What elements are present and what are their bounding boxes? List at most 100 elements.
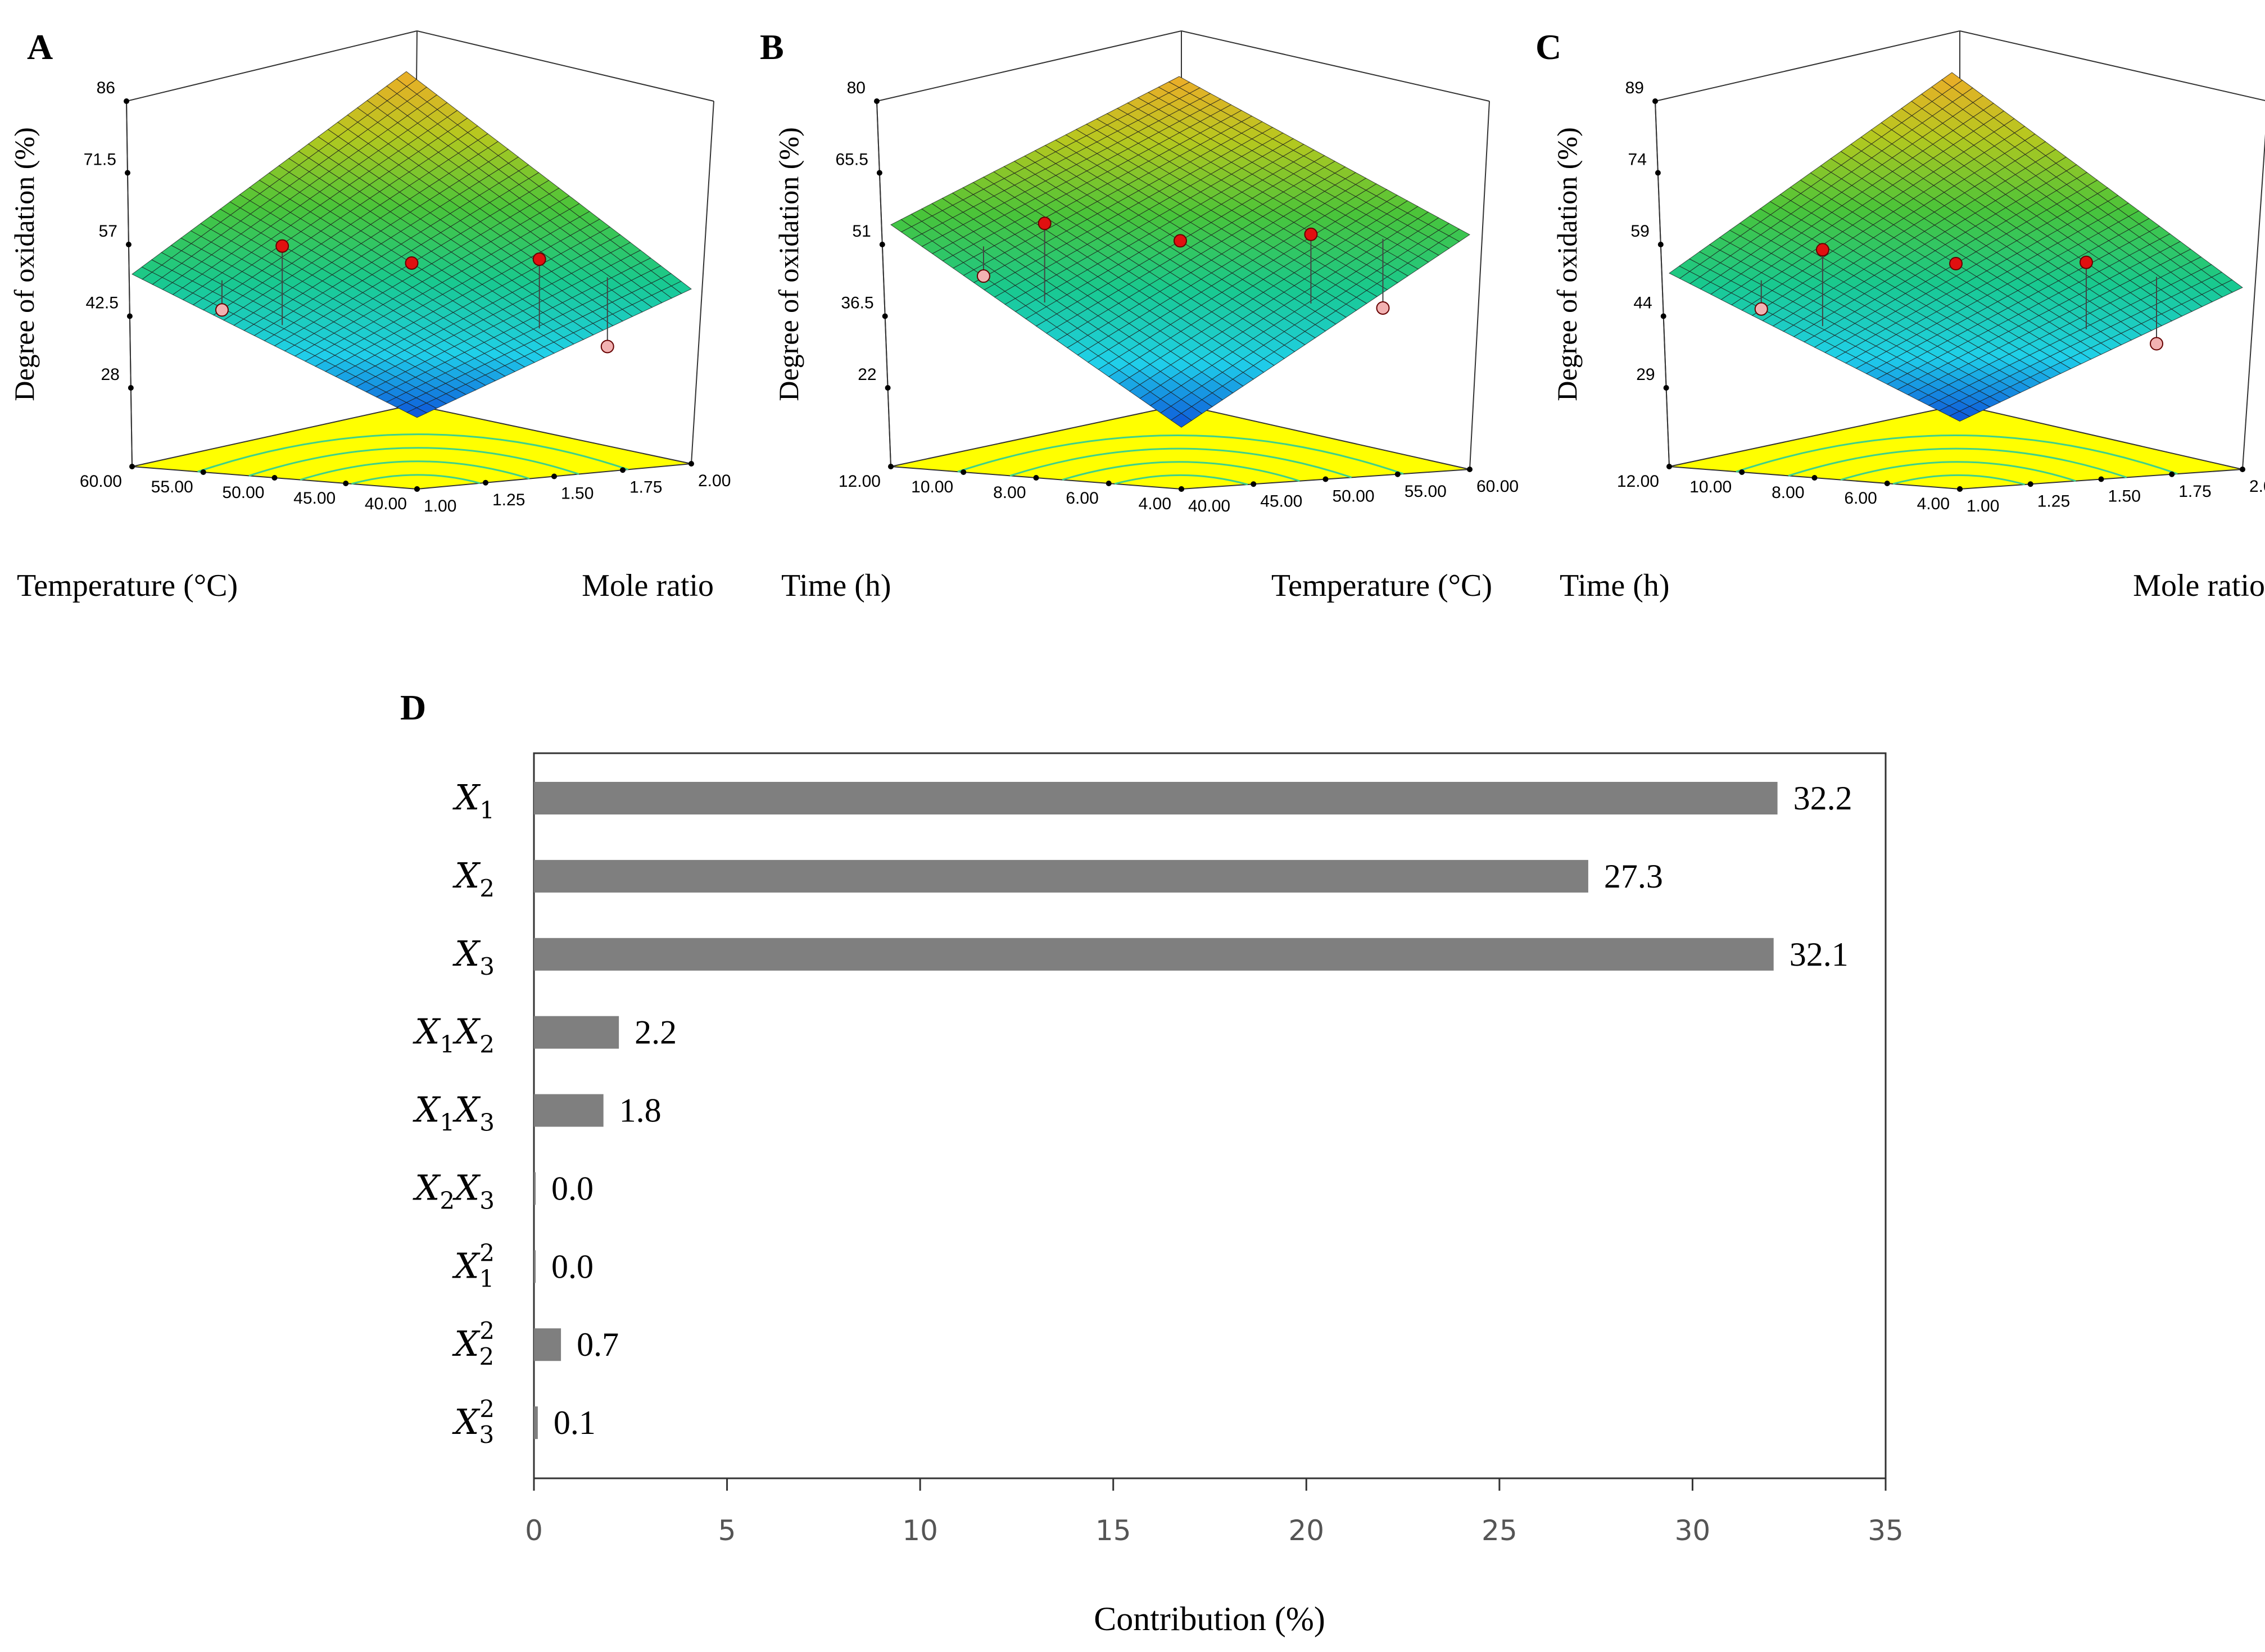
left-axis-tick-label: 10.00 <box>1689 478 1732 496</box>
category-label-part: 1 <box>479 1265 495 1292</box>
floor-contour-line <box>1009 447 1352 478</box>
left-axis-tick-mark <box>1106 481 1112 486</box>
left-axis-tick-mark <box>129 464 135 469</box>
bar-value-label: 2.2 <box>635 1014 677 1051</box>
right-axis-tick-label: 1.25 <box>492 491 525 509</box>
x-tick-label: 35 <box>1868 1514 1904 1547</box>
bar-value-label: 1.8 <box>619 1092 662 1129</box>
bar-x1x3 <box>534 1094 604 1127</box>
left-axis-tick-label: 60.00 <box>80 472 122 491</box>
design-point-marker <box>2079 255 2093 269</box>
right-axis-tick-label: 40.00 <box>1188 497 1230 515</box>
z-tick-mark <box>879 242 885 247</box>
right-axis-title: Mole ratio <box>582 568 714 603</box>
bar-value-label: 0.1 <box>554 1404 596 1441</box>
right-axis-tick-mark <box>2240 467 2245 472</box>
floor-contour-line <box>351 474 481 485</box>
response-surface-panels: A 86 71.5 57 42.5 28 Degree of oxidation (%) 60… <box>8 27 2265 603</box>
z-tick-mark <box>125 242 132 247</box>
category-label-part: 3 <box>479 1421 495 1449</box>
category-label-part: X <box>452 855 481 896</box>
z-tick-label: 36.5 <box>841 294 873 313</box>
x-tick-label: 15 <box>1095 1514 1131 1547</box>
response-surface <box>1669 72 2243 422</box>
right-axis-tick-mark <box>688 461 694 467</box>
category-label-part: 3 <box>479 953 495 980</box>
surface-cell <box>1941 72 1963 88</box>
floor-contour-line <box>1114 474 1248 486</box>
frame-edge-top-right <box>416 30 714 102</box>
x-tick-label: 25 <box>1482 1514 1517 1547</box>
left-axis-tick-label: 40.00 <box>365 495 407 513</box>
category-label-part: 2 <box>479 1343 495 1370</box>
floor-contour-line <box>300 460 530 481</box>
design-point-marker <box>1174 234 1187 248</box>
category-label: X2X3 <box>413 1167 495 1214</box>
z-tick-mark <box>1660 313 1666 319</box>
x-tick-label: 20 <box>1288 1514 1324 1547</box>
left-axis-tick-label: 4.00 <box>1139 495 1171 513</box>
category-label-part: 1 <box>440 1109 455 1137</box>
design-point-marker <box>532 252 546 266</box>
left-axis-tick-label: 12.00 <box>839 472 881 491</box>
z-axis-line <box>126 101 133 467</box>
z-tick-label: 86 <box>97 79 115 97</box>
right-axis-tick-label: 1.50 <box>2108 487 2141 506</box>
left-axis-title: Temperature (°C) <box>17 568 238 603</box>
response-surface <box>132 71 692 418</box>
left-axis-title: Time (h) <box>781 568 891 603</box>
z-tick-mark <box>124 170 130 176</box>
z-tick-label: 22 <box>858 365 876 384</box>
z-tick-mark <box>124 98 129 104</box>
left-axis-title: Time (h) <box>1560 568 1670 603</box>
design-point-marker <box>1949 257 1963 270</box>
bar-x1x2 <box>534 1016 619 1049</box>
right-axis-tick-label: 1.00 <box>1967 497 1999 515</box>
bars-group: 32.2 27.3 32.1 2.2 1.8 0.0 0.0 0.7 0.1 <box>534 780 1852 1441</box>
z-axis-line <box>876 101 891 467</box>
right-axis-tick-mark <box>2098 476 2104 482</box>
left-axis-tick-mark <box>1884 481 1890 486</box>
z-axis-title: Degree of oxidation (%) <box>1551 127 1583 401</box>
panel-label-d: D <box>400 687 426 727</box>
category-label-part: X <box>452 777 481 818</box>
right-axis-tick-label: 1.75 <box>629 478 662 496</box>
left-axis-tick-mark <box>1666 464 1672 469</box>
bar-x2x3 <box>534 1172 536 1205</box>
frame-edge-top-right <box>1959 30 2265 101</box>
bar-value-label: 27.3 <box>1604 858 1663 895</box>
category-label: X22 <box>452 1317 495 1370</box>
bar-x1sq2 <box>534 1250 536 1283</box>
bar-x3 <box>534 938 1774 971</box>
left-axis-tick-label: 12.00 <box>1617 472 1659 491</box>
design-point-marker <box>2150 337 2163 351</box>
category-label-part: X <box>413 1167 441 1208</box>
x-tick-label: 10 <box>902 1514 938 1547</box>
floor-contour-line <box>1736 435 2178 475</box>
z-tick-mark <box>1655 170 1661 176</box>
right-axis-tick-label: 2.00 <box>698 472 731 490</box>
z-tick-label: 80 <box>847 79 866 97</box>
floor-contour-line <box>248 447 579 477</box>
frame-edge-right <box>2242 134 2265 470</box>
bar-value-label: 0.0 <box>551 1170 594 1207</box>
floor-contour-line <box>1840 461 2076 482</box>
category-label-part: X <box>413 1011 441 1052</box>
floor-contour-line <box>1062 461 1300 482</box>
z-tick-mark <box>126 313 133 319</box>
response-surface <box>890 76 1470 428</box>
panel-label: B <box>760 27 784 67</box>
frame-edge-top-left <box>876 30 1182 102</box>
z-tick-mark <box>882 313 888 319</box>
bar-x3sq2 <box>534 1406 538 1440</box>
floor-contour-line <box>1788 447 2127 478</box>
bar-x1 <box>534 782 1778 814</box>
x-tick-label: 30 <box>1675 1514 1711 1547</box>
panel-label: C <box>1535 27 1561 67</box>
right-axis-tick-mark <box>1394 471 1401 477</box>
right-axis-tick-label: 1.25 <box>2037 492 2070 510</box>
z-axis-title: Degree of oxidation (%) <box>8 127 40 401</box>
category-label-part: X <box>452 1323 481 1364</box>
